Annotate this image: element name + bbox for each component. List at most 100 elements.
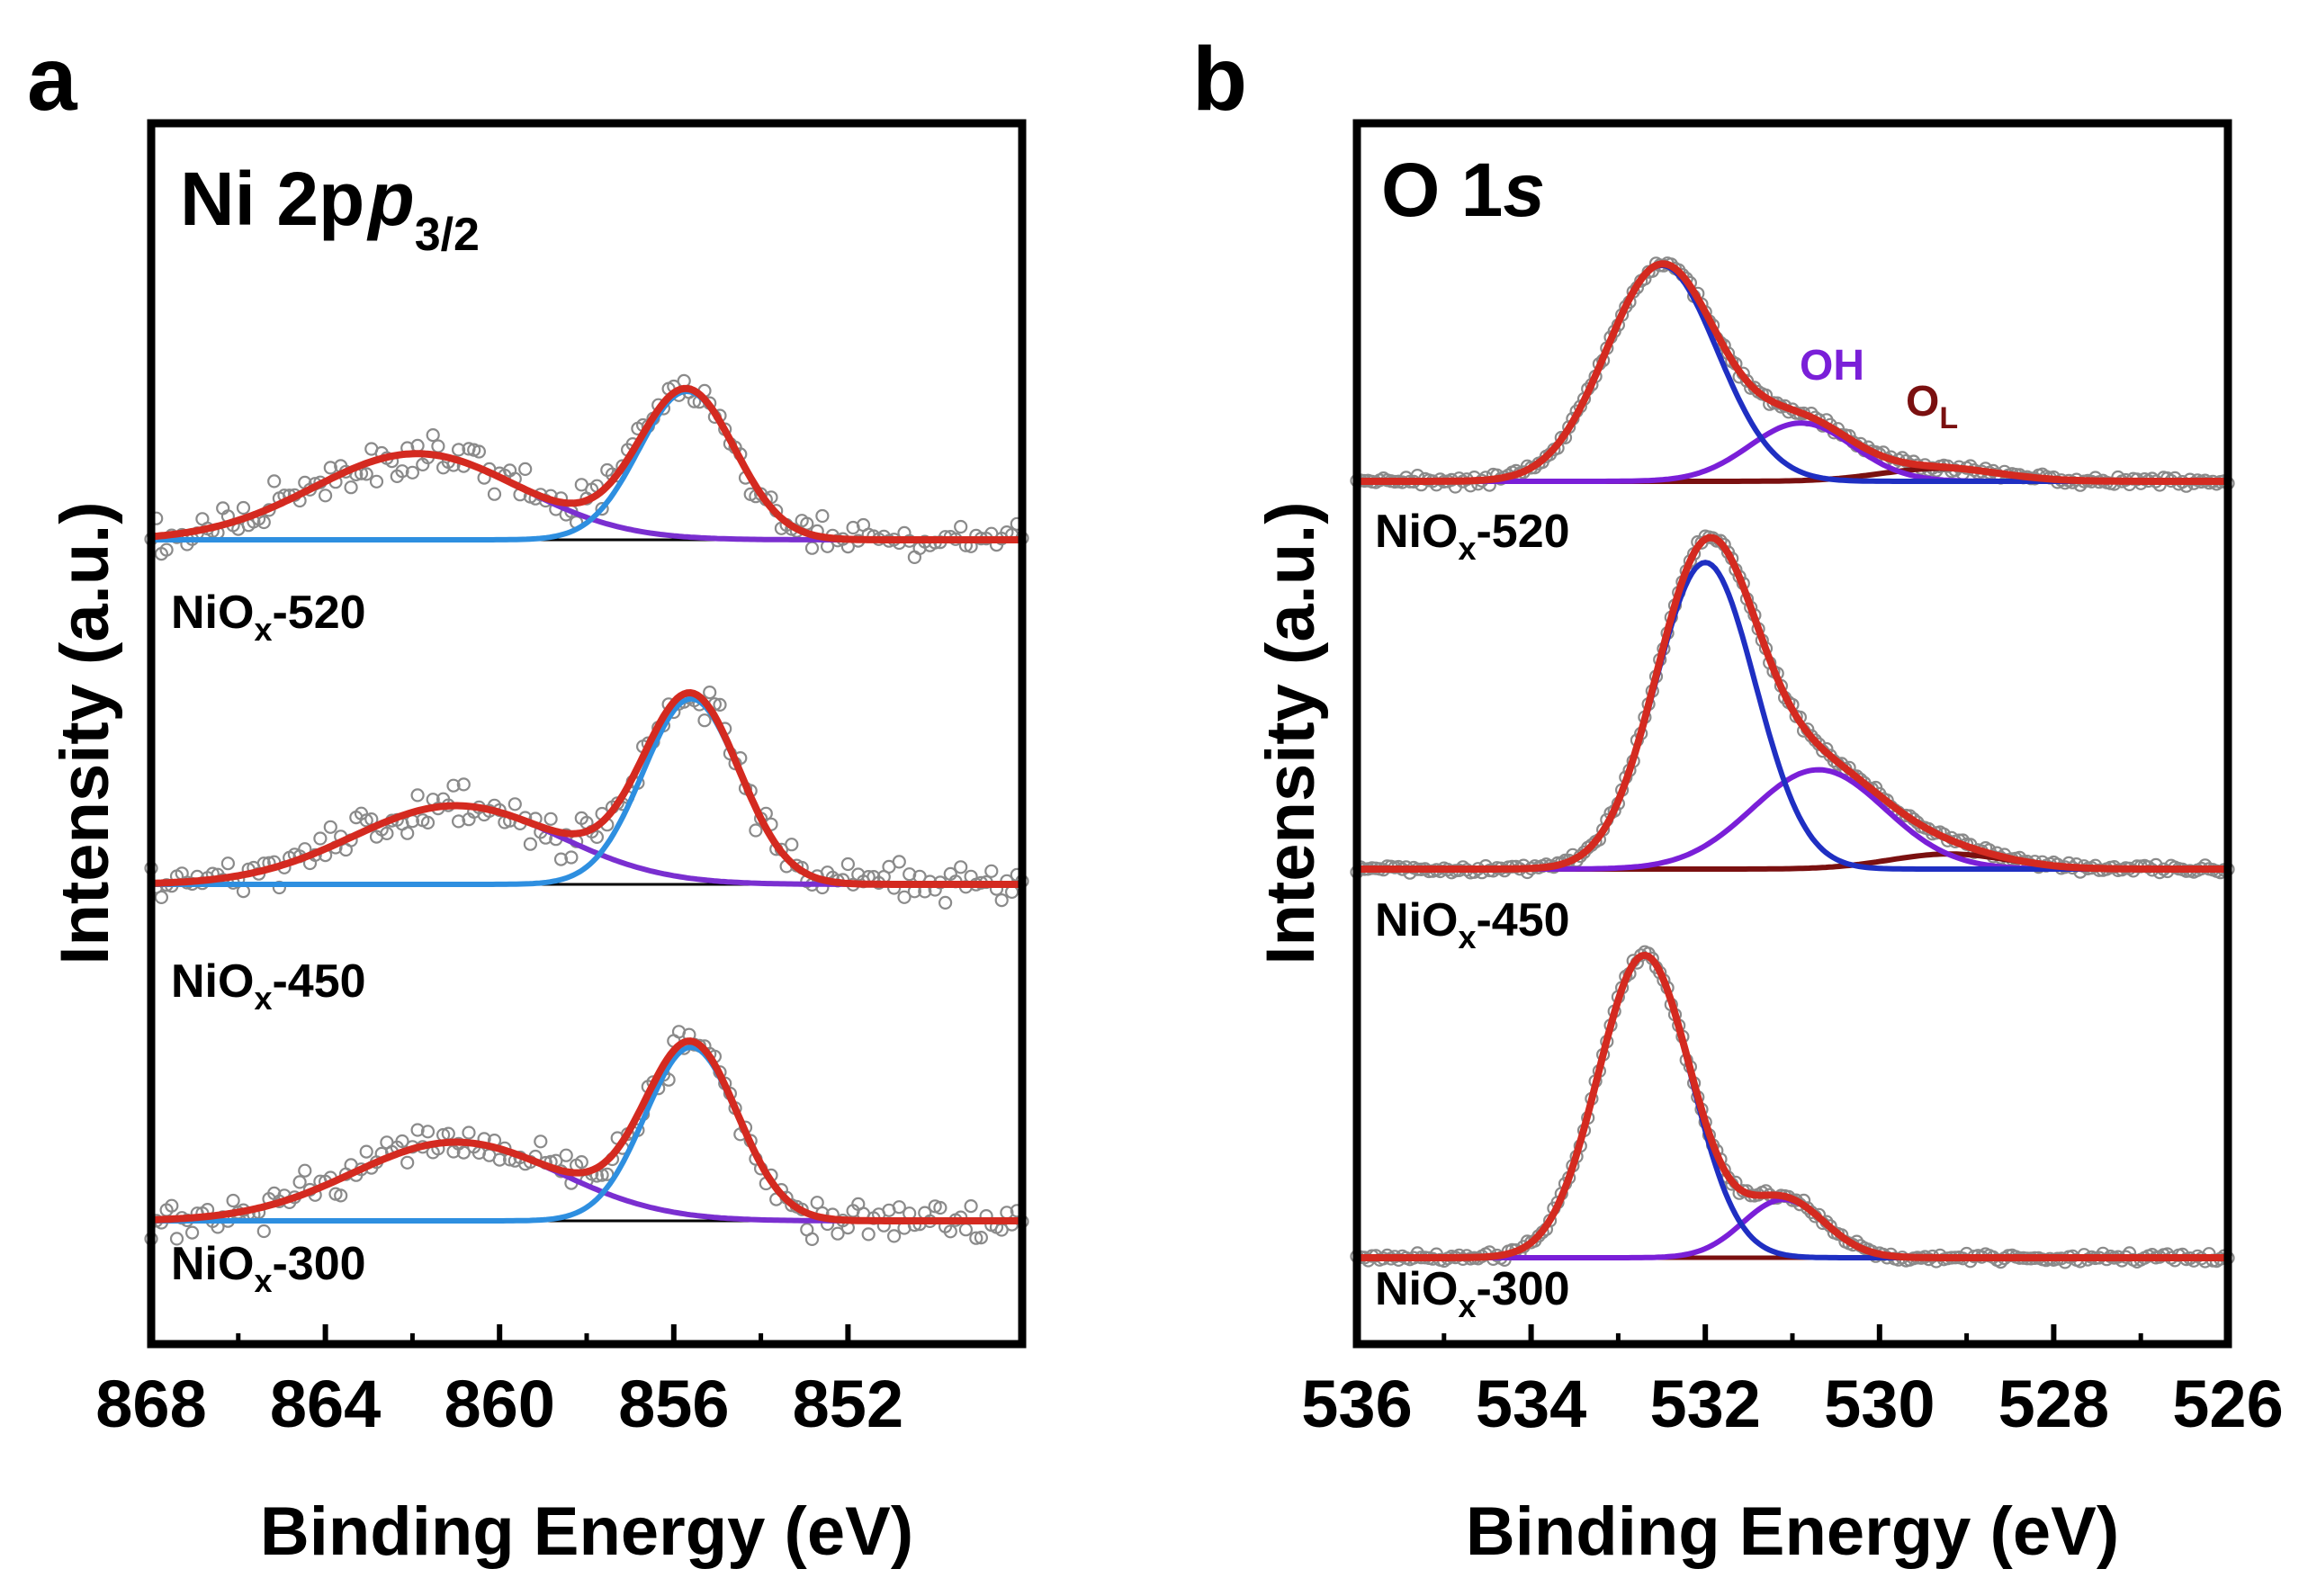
fit-envelope bbox=[150, 688, 1022, 888]
data-point bbox=[703, 685, 717, 700]
data-point bbox=[804, 541, 820, 555]
fit-component bbox=[151, 1044, 1022, 1224]
data-point bbox=[600, 462, 615, 478]
data-point bbox=[595, 501, 609, 516]
data-point bbox=[958, 1223, 974, 1237]
data-point bbox=[810, 1196, 824, 1210]
series-520 bbox=[144, 373, 1029, 565]
data-point bbox=[420, 1125, 436, 1139]
data-point bbox=[974, 1230, 989, 1245]
data-point bbox=[319, 489, 333, 503]
data-point bbox=[749, 823, 763, 838]
data-point bbox=[846, 1204, 860, 1218]
plot-a-xlabel: Binding Energy (eV) bbox=[260, 1493, 913, 1570]
data-point bbox=[195, 512, 210, 526]
data-point bbox=[185, 1225, 200, 1240]
label-oh: OH bbox=[1800, 342, 1864, 390]
data-point bbox=[426, 428, 440, 443]
data-point bbox=[897, 890, 912, 904]
label-ol: OL bbox=[1906, 378, 1958, 435]
data-point bbox=[846, 520, 860, 535]
data-point bbox=[574, 478, 588, 492]
data-point bbox=[436, 461, 451, 475]
fit-envelope bbox=[150, 1037, 1022, 1224]
x-tick-label: 852 bbox=[793, 1367, 903, 1441]
x-tick-label: 536 bbox=[1301, 1367, 1412, 1441]
data-point bbox=[292, 1175, 307, 1189]
plot-b-xlabel: Binding Energy (eV) bbox=[1466, 1493, 2119, 1570]
data-point bbox=[462, 1125, 476, 1140]
data-point bbox=[943, 866, 957, 882]
data-point bbox=[903, 867, 917, 882]
data-point bbox=[462, 812, 476, 827]
data-point bbox=[697, 713, 712, 728]
data-point bbox=[236, 883, 251, 899]
series-450 bbox=[144, 685, 1029, 910]
data-point bbox=[861, 1227, 876, 1242]
data-point bbox=[456, 777, 471, 792]
data-point bbox=[313, 831, 328, 846]
data-point bbox=[405, 465, 419, 480]
data-point bbox=[298, 1163, 312, 1178]
x-tick-label: 532 bbox=[1649, 1367, 1760, 1441]
data-point bbox=[831, 1226, 845, 1241]
data-point bbox=[380, 1135, 394, 1150]
data-point bbox=[467, 443, 481, 457]
label-b-450: NiOx-450 bbox=[1375, 894, 1570, 955]
data-point bbox=[452, 814, 466, 829]
data-point bbox=[446, 778, 461, 793]
data-point bbox=[713, 697, 727, 713]
data-point bbox=[154, 546, 168, 561]
data-point bbox=[236, 500, 251, 516]
data-point bbox=[886, 1229, 902, 1243]
data-point bbox=[928, 1199, 942, 1214]
data-point bbox=[534, 1134, 548, 1149]
fit-component bbox=[1357, 262, 2228, 484]
data-point bbox=[349, 810, 364, 825]
fit-envelope bbox=[1357, 533, 2228, 873]
data-point bbox=[840, 856, 856, 872]
data-point bbox=[815, 508, 830, 524]
data-point bbox=[359, 467, 373, 481]
data-point bbox=[369, 829, 384, 844]
data-point bbox=[507, 797, 522, 811]
data-point bbox=[954, 519, 968, 534]
data-point bbox=[323, 820, 337, 834]
data-point bbox=[938, 895, 953, 910]
data-point bbox=[410, 1123, 425, 1137]
data-point bbox=[574, 811, 588, 826]
data-point bbox=[523, 837, 538, 851]
data-point bbox=[369, 474, 384, 489]
plot-b-frame bbox=[1352, 119, 2232, 1349]
panel-letter-b: b bbox=[1192, 29, 1247, 130]
data-point bbox=[220, 856, 235, 871]
fit-envelope bbox=[1357, 951, 2228, 1261]
data-point bbox=[487, 487, 502, 501]
data-point bbox=[410, 788, 425, 802]
panel-b: b O 1s 536 534 532 530 528 526 Binding Energy… bbox=[1192, 29, 2284, 1570]
data-point bbox=[328, 1187, 343, 1201]
plot-b-title: O 1s bbox=[1381, 148, 1545, 232]
data-point bbox=[800, 1223, 814, 1237]
data-point bbox=[323, 461, 337, 475]
data-point bbox=[216, 501, 230, 516]
plot-b-ylabel: Intensity (a.u.) bbox=[1253, 501, 1329, 964]
data-point bbox=[1739, 373, 1755, 388]
label-a-450: NiOx-450 bbox=[171, 955, 366, 1017]
plot-a-x-ticks: 868 864 860 856 852 bbox=[95, 1324, 903, 1441]
plot-b-x-ticks: 536 534 532 530 528 526 bbox=[1301, 1324, 2284, 1441]
data-point bbox=[344, 480, 358, 495]
x-tick-label: 868 bbox=[95, 1367, 206, 1441]
data-point bbox=[553, 852, 569, 866]
plot-a-data bbox=[144, 373, 1029, 1247]
label-a-300: NiOx-300 bbox=[171, 1238, 366, 1299]
fit-component bbox=[1357, 767, 2228, 872]
data-point bbox=[518, 462, 533, 477]
data-point bbox=[743, 487, 758, 502]
x-tick-label: 528 bbox=[1998, 1367, 2109, 1441]
data-point bbox=[390, 469, 404, 484]
data-point bbox=[359, 1144, 373, 1159]
label-b-520: NiOx-520 bbox=[1375, 506, 1570, 567]
x-tick-label: 534 bbox=[1476, 1367, 1586, 1441]
